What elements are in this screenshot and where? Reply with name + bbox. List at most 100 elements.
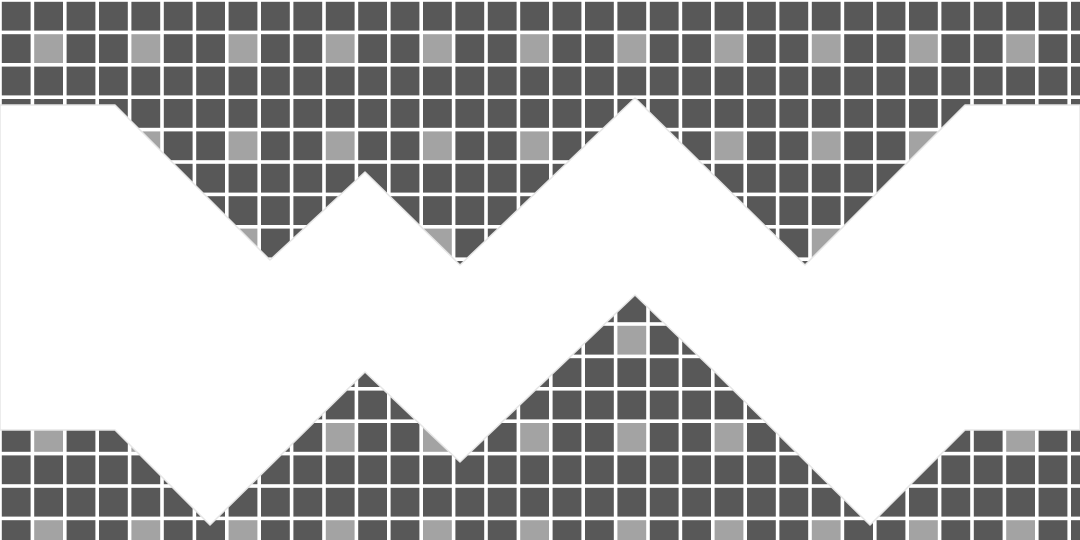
tile [423, 455, 452, 485]
tile [423, 1, 452, 31]
tile [66, 1, 96, 31]
tile [1, 520, 31, 540]
tile [455, 34, 485, 63]
accent-tile [423, 520, 452, 540]
tile [487, 66, 517, 96]
tile [779, 99, 809, 128]
tile [325, 455, 355, 485]
tile [1, 66, 31, 96]
tile [617, 358, 647, 387]
tile [66, 487, 96, 517]
accent-tile [617, 520, 647, 540]
tile [811, 487, 841, 517]
tile [585, 358, 614, 387]
tile [973, 520, 1003, 540]
tile [747, 131, 776, 161]
tile [747, 1, 776, 31]
tile [390, 131, 420, 161]
accent-tile [1006, 34, 1035, 63]
tile [66, 520, 96, 540]
tile [1038, 34, 1068, 63]
accent-tile [520, 34, 549, 63]
tile [649, 390, 679, 420]
tile [293, 520, 323, 540]
tile [552, 1, 582, 31]
tile [941, 455, 971, 485]
tile [293, 34, 323, 63]
tile [1, 34, 31, 63]
tile [390, 163, 420, 193]
tile [358, 487, 387, 517]
accent-tile [228, 520, 258, 540]
accent-tile [811, 34, 841, 63]
tile [779, 34, 809, 63]
tile [487, 520, 517, 540]
tile [844, 99, 873, 128]
accent-tile [423, 34, 452, 63]
tile [196, 520, 225, 540]
tile [876, 34, 906, 63]
tile [131, 66, 161, 96]
tile [390, 487, 420, 517]
tile [455, 66, 485, 96]
tile [455, 196, 485, 225]
tile [876, 520, 906, 540]
tile [1071, 487, 1080, 517]
tile [358, 131, 387, 161]
tile [34, 455, 63, 485]
tile [552, 99, 582, 128]
tile [261, 131, 290, 161]
tile [1, 455, 31, 485]
tile [520, 455, 549, 485]
tile [585, 487, 614, 517]
tile [649, 1, 679, 31]
tile [649, 34, 679, 63]
tile [649, 423, 679, 452]
tile [941, 34, 971, 63]
tile [261, 196, 290, 225]
tile [811, 1, 841, 31]
tile [682, 390, 711, 420]
tile [1, 1, 31, 31]
tile [1, 487, 31, 517]
accent-tile [520, 423, 549, 452]
tile [261, 66, 290, 96]
accent-tile [131, 34, 161, 63]
tile [714, 487, 744, 517]
accent-tile [1006, 520, 1035, 540]
accent-tile [909, 34, 938, 63]
tile [455, 163, 485, 193]
tile [844, 34, 873, 63]
tile [1006, 455, 1035, 485]
accent-tile [909, 520, 938, 540]
tile [325, 66, 355, 96]
tile [617, 487, 647, 517]
accent-tile [714, 131, 744, 161]
tile [941, 66, 971, 96]
tile [455, 487, 485, 517]
tile [649, 487, 679, 517]
tile [973, 34, 1003, 63]
tile [747, 163, 776, 193]
tile [552, 66, 582, 96]
tile [455, 99, 485, 128]
accent-tile [34, 34, 63, 63]
tile [909, 487, 938, 517]
tile [844, 131, 873, 161]
tile [552, 390, 582, 420]
tile [811, 196, 841, 225]
tile [196, 99, 225, 128]
tile [520, 1, 549, 31]
tile [973, 455, 1003, 485]
tile [228, 66, 258, 96]
zigzag-band [0, 97, 1080, 526]
tile [358, 423, 387, 452]
tile [487, 487, 517, 517]
accent-tile [811, 520, 841, 540]
tile [941, 520, 971, 540]
tile [1038, 66, 1068, 96]
tile [455, 1, 485, 31]
tile [552, 487, 582, 517]
tile [66, 455, 96, 485]
